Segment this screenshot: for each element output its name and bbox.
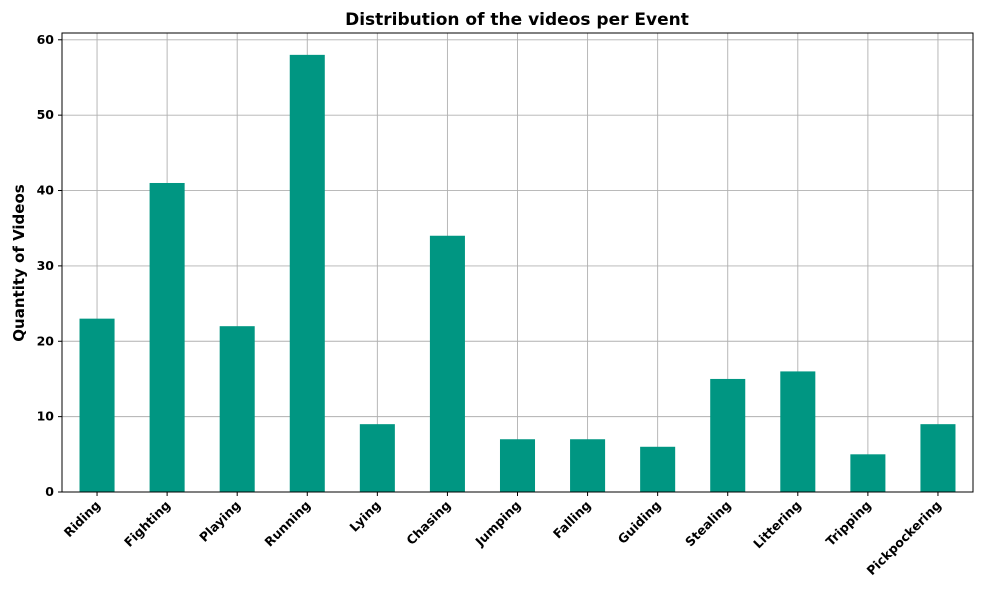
x-axis-ticks: Riding Fighting Playing Running Lying Chasing…	[61, 492, 944, 578]
y-tick-label: 20	[37, 333, 55, 348]
bar-running	[289, 54, 325, 492]
y-tick-label: 10	[37, 409, 55, 424]
x-tick-label: Playing	[196, 498, 243, 545]
x-tick-label: Lying	[346, 498, 383, 535]
x-tick-label: Falling	[550, 498, 594, 542]
bars	[79, 54, 956, 492]
x-tick-label: Running	[261, 498, 313, 550]
bar-riding	[79, 318, 115, 492]
bar-pickpockering	[920, 424, 956, 492]
bar-fighting	[149, 182, 185, 492]
y-tick-label: 0	[45, 484, 54, 499]
grid-lines	[62, 33, 973, 493]
y-tick-label: 50	[37, 107, 55, 122]
y-tick-label: 40	[37, 183, 55, 198]
bar-jumping	[499, 439, 536, 492]
bar-playing	[219, 326, 255, 492]
bar-guiding	[640, 446, 676, 492]
x-tick-label: Littering	[750, 498, 804, 552]
y-tick-label: 60	[37, 32, 55, 47]
bar-lying	[359, 424, 395, 492]
x-tick-label: Tripping	[823, 498, 874, 549]
bar-littering	[780, 371, 816, 492]
x-tick-label: Fighting	[121, 498, 173, 550]
x-tick-label: Riding	[61, 498, 103, 540]
x-tick-label: Guiding	[615, 498, 664, 547]
bar-chasing	[429, 235, 465, 492]
y-axis-label: Quantity of Videos	[10, 184, 28, 341]
x-tick-label: Chasing	[403, 498, 453, 548]
x-tick-label: Jumping	[472, 498, 524, 550]
chart-title: Distribution of the videos per Event	[345, 10, 689, 30]
y-tick-label: 30	[37, 258, 55, 273]
y-axis-ticks: 0 10 20 30 40 50 60	[37, 32, 62, 499]
x-tick-label: Stealing	[682, 498, 734, 550]
bar-falling	[570, 439, 606, 492]
bar-stealing	[710, 378, 746, 492]
bar-tripping	[850, 454, 886, 492]
x-tick-label: Pickpockering	[864, 498, 945, 579]
plot-area-frame	[61, 32, 974, 493]
